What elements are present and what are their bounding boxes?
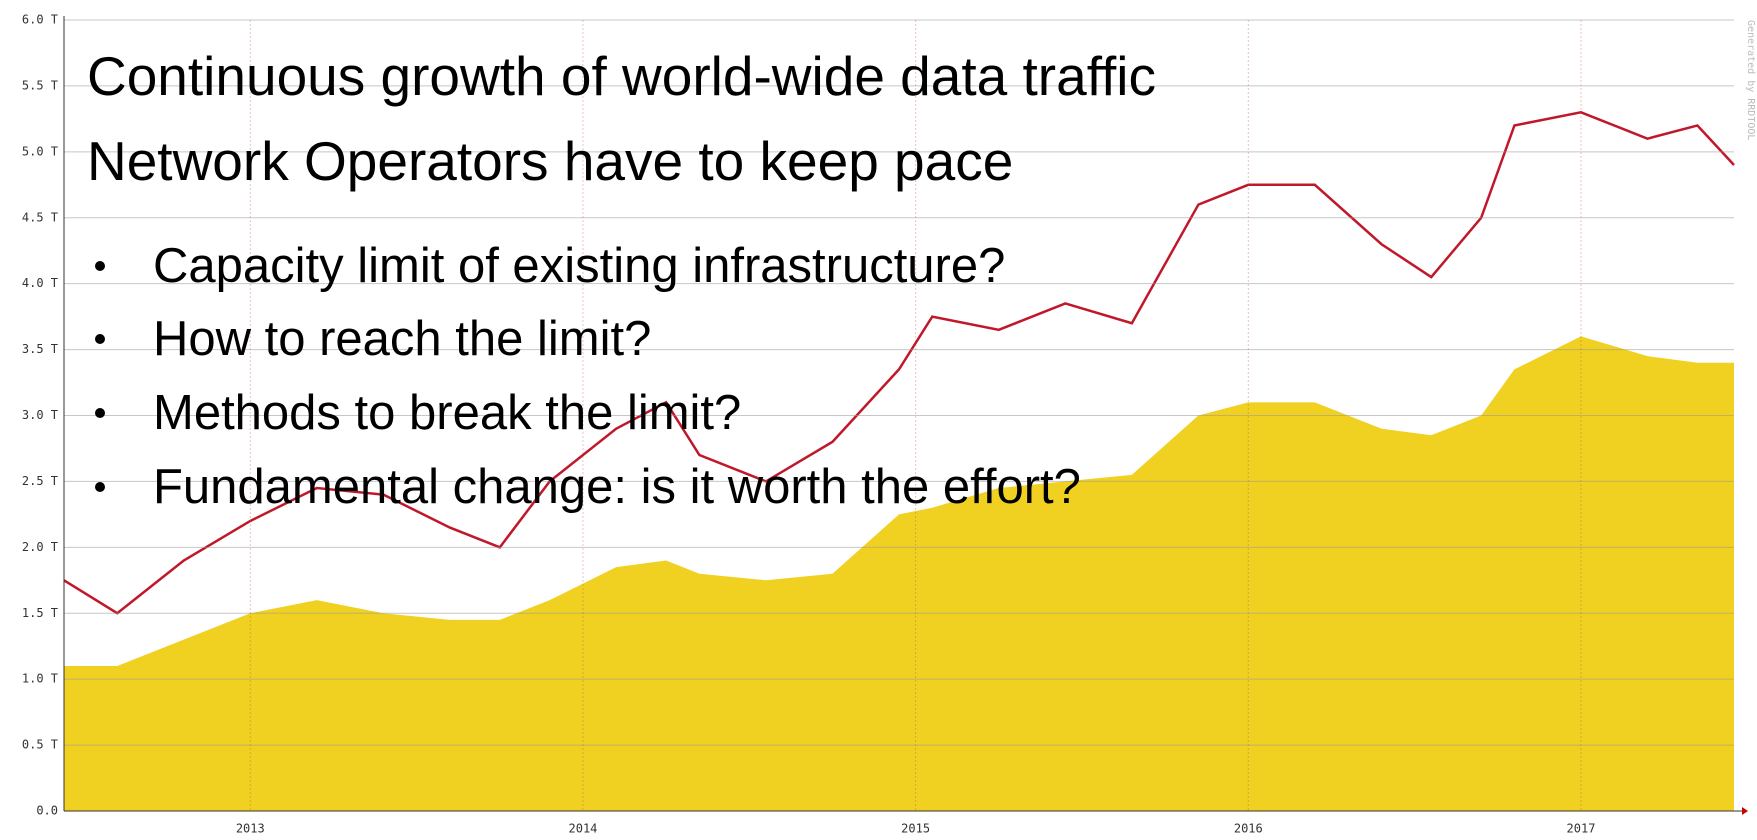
y-tick-label: 1.0 T [22, 672, 58, 686]
x-tick-label: 2014 [569, 822, 598, 836]
x-tick-label: 2017 [1567, 822, 1596, 836]
y-tick-label: 3.0 T [22, 408, 58, 422]
title-line: Continuous growth of world-wide data tra… [87, 45, 1156, 107]
y-tick-label: 0.5 T [22, 738, 58, 752]
overlay: Continuous growth of world-wide data tra… [87, 45, 1156, 514]
bullet-dot [95, 261, 105, 271]
bullet: Capacity limit of existing infrastructur… [153, 239, 1005, 293]
x-tick-label: 2016 [1234, 822, 1263, 836]
rrd-credit: Generated by RRDTOOL [1745, 20, 1756, 140]
y-tick-label: 0.0 [36, 804, 58, 818]
y-tick-label: 2.5 T [22, 474, 58, 488]
x-tick-label: 2015 [901, 822, 930, 836]
plot: 0.0 0.5 T 1.0 T 1.5 T 2.0 T 2.5 T 3.0 T 3.5 T 4.… [22, 13, 1748, 836]
bullet: Methods to break the limit? [153, 386, 741, 440]
x-tick-label: 2013 [236, 822, 265, 836]
traffic-line [63, 110, 1735, 615]
y-tick-label: 5.0 T [22, 144, 58, 158]
bullet-dot [95, 482, 105, 492]
y-tick-label: 2.0 T [22, 540, 58, 554]
axis-arrow [1742, 807, 1748, 815]
y-tick-label: 6.0 T [22, 13, 58, 27]
y-tick-label: 4.5 T [22, 210, 58, 224]
bullet-dot [95, 334, 105, 344]
y-tick-label: 3.5 T [22, 342, 58, 356]
title-line: Network Operators have to keep pace [87, 130, 1013, 192]
traffic-area [64, 336, 1734, 811]
bullet: Fundamental change: is it worth the effo… [153, 460, 1081, 514]
y-tick-label: 1.5 T [22, 606, 58, 620]
bullet-dot [95, 408, 105, 418]
bullet: How to reach the limit? [153, 312, 651, 366]
y-tick-label: 5.5 T [22, 78, 58, 92]
y-tick-label: 4.0 T [22, 276, 58, 290]
